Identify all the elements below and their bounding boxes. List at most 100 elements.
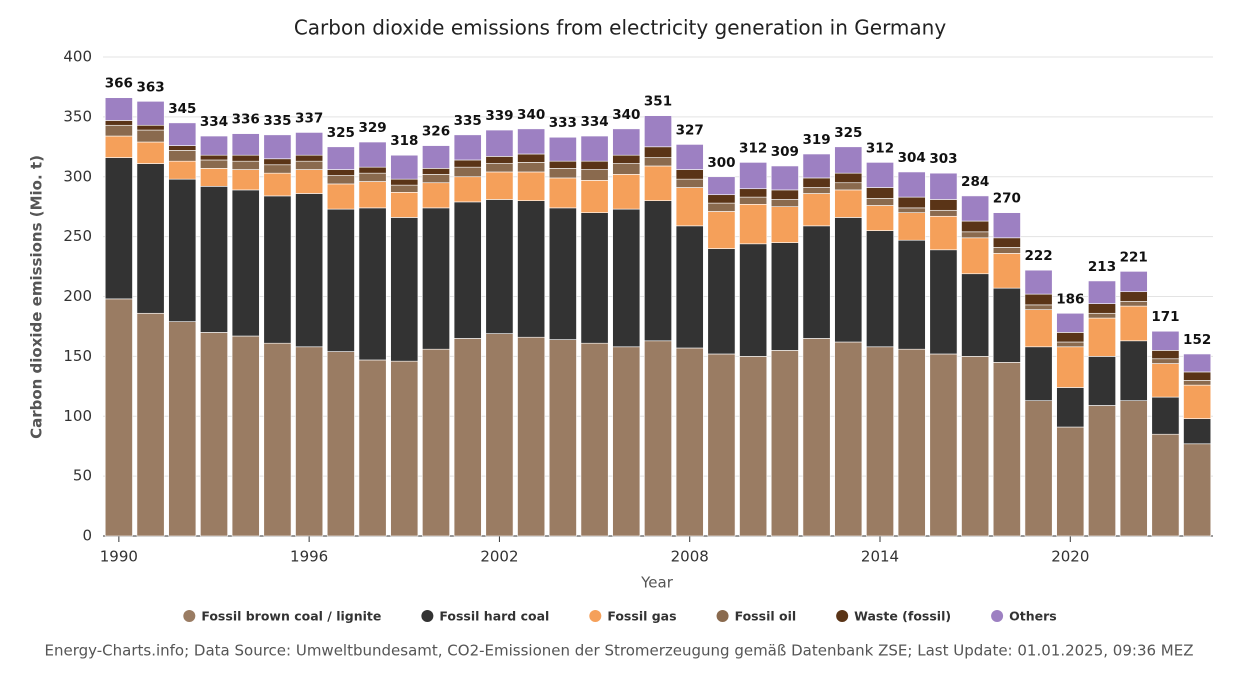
total-label: 366 <box>105 76 133 92</box>
bar-segment <box>1056 332 1085 343</box>
total-label: 325 <box>327 125 355 141</box>
bar-segment <box>453 201 482 339</box>
bar-segment <box>1119 340 1148 401</box>
bar-segment <box>390 360 419 537</box>
bar-segment <box>422 207 450 350</box>
legend-item[interactable]: Waste (fossil) <box>836 609 951 624</box>
legend-swatch <box>836 610 849 622</box>
bar-segment <box>517 162 546 173</box>
legend-item[interactable]: Fossil oil <box>716 609 797 624</box>
bar-segment <box>961 231 990 239</box>
bar-segment <box>1151 330 1180 351</box>
bar-segment <box>675 225 704 349</box>
bar-segment <box>897 212 926 241</box>
bar-segment <box>1119 271 1148 293</box>
bar-segment <box>231 189 260 337</box>
bar-segment <box>929 215 958 251</box>
bar-segment <box>453 166 482 178</box>
bar-segment <box>1183 384 1212 419</box>
bar-segment <box>580 160 609 170</box>
x-tick-label: 2008 <box>671 548 709 566</box>
bar-segment <box>326 351 355 537</box>
y-tick-label: 200 <box>63 287 92 305</box>
bar-segment <box>168 178 197 322</box>
bar-segment <box>1088 405 1116 537</box>
bar-segment <box>897 171 926 198</box>
bar-segment <box>231 335 260 537</box>
bar-segment <box>548 207 577 340</box>
x-tick-label: 1996 <box>290 548 328 566</box>
legend-swatch <box>716 610 729 622</box>
legend-item[interactable]: Fossil brown coal / lignite <box>183 609 381 624</box>
y-tick-label: 100 <box>63 407 92 425</box>
bar-segment <box>866 162 894 188</box>
total-label: 284 <box>961 174 989 190</box>
total-label: 213 <box>1088 259 1116 275</box>
bar-segment <box>644 157 672 167</box>
bar-segment <box>263 134 292 160</box>
bar-segment <box>992 237 1021 248</box>
total-label: 333 <box>549 115 577 131</box>
bar-segment <box>104 97 133 121</box>
bar-segment <box>390 154 419 180</box>
bar-segment <box>644 115 672 148</box>
total-label: 221 <box>1120 249 1148 265</box>
bar-segment <box>200 186 228 333</box>
legend-label: Fossil gas <box>607 609 676 624</box>
y-tick-label: 0 <box>82 527 92 545</box>
bar-segment <box>200 168 228 187</box>
bar-segment <box>485 171 514 200</box>
bar-segment <box>548 136 577 162</box>
bar-segment <box>231 154 260 162</box>
bar-segment <box>834 189 863 218</box>
bar-segment <box>834 217 863 343</box>
legend-item[interactable]: Fossil hard coal <box>421 609 549 624</box>
bar-segment <box>295 154 324 162</box>
y-tick-label: 300 <box>63 167 92 185</box>
bar-segment <box>802 338 831 537</box>
bar-segment <box>200 154 228 161</box>
bar-segment <box>961 195 990 222</box>
bar-segment <box>231 169 260 191</box>
bar-segment <box>707 202 736 212</box>
bar-segment <box>326 208 355 352</box>
total-label: 312 <box>866 140 894 156</box>
bar-segment <box>1024 269 1053 295</box>
total-label: 329 <box>358 120 386 136</box>
bar-segment <box>961 273 990 357</box>
bar-segment <box>929 172 958 200</box>
chart-title: Carbon dioxide emissions from electricit… <box>294 16 947 40</box>
bar-segment <box>485 129 514 157</box>
bar-segment <box>295 132 324 156</box>
bar-segment <box>517 200 546 338</box>
x-tick-label: 2020 <box>1051 548 1089 566</box>
bar-segment <box>834 146 863 174</box>
bar-segment <box>1088 317 1116 357</box>
bar-segment <box>136 101 165 126</box>
bar-segment <box>295 193 324 348</box>
bar-segment <box>358 207 387 361</box>
bar-segment <box>1024 304 1053 310</box>
bar-segment <box>104 120 133 126</box>
total-label: 325 <box>834 125 862 141</box>
total-label: 319 <box>802 132 830 148</box>
bar-segment <box>897 207 926 213</box>
bar-segment <box>992 253 1021 289</box>
legend-label: Fossil hard coal <box>439 609 549 624</box>
y-tick-label: 150 <box>63 347 92 365</box>
bar-segment <box>1119 300 1148 307</box>
bar-segment <box>548 168 577 179</box>
bar-segment <box>422 145 450 169</box>
legend-item[interactable]: Others <box>991 609 1057 624</box>
bar-segment <box>866 205 894 231</box>
legend-item[interactable]: Fossil gas <box>589 609 677 624</box>
bar-segment <box>612 208 641 348</box>
total-label: 300 <box>707 155 735 171</box>
bar-segment <box>295 160 324 170</box>
bar-segment <box>770 189 799 200</box>
bar-segment <box>358 359 387 537</box>
y-axis-label: Carbon dioxide emissions (Mio. t) <box>28 155 46 439</box>
bar-segment <box>707 176 736 196</box>
total-label: 337 <box>295 110 323 126</box>
